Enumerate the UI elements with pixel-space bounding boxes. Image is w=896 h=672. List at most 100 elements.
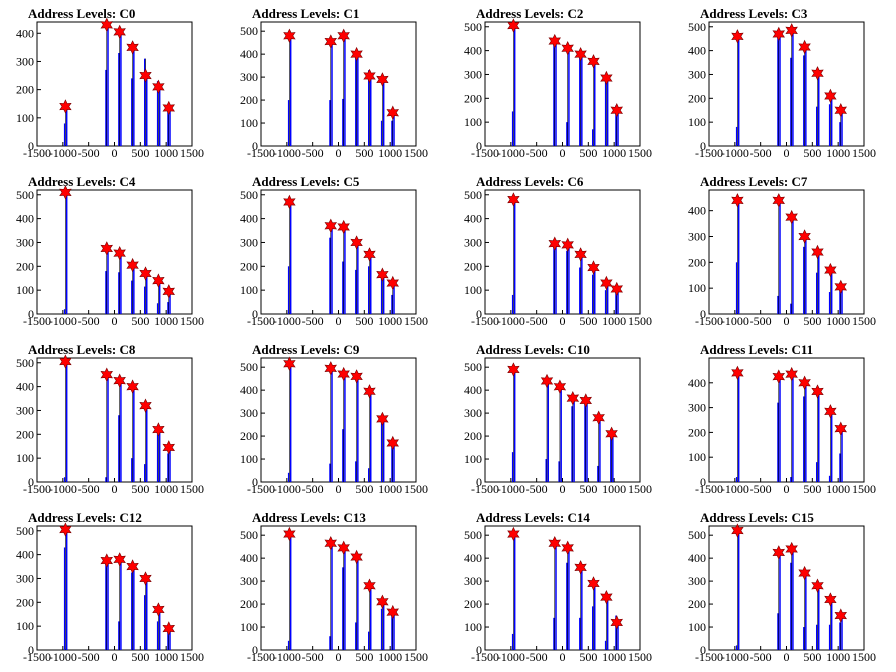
bar: [329, 237, 331, 314]
x-tick-label: 0: [560, 650, 566, 664]
y-tick-label: 500: [240, 24, 258, 38]
bar: [167, 302, 169, 314]
peak-marker: [162, 440, 176, 455]
bar: [555, 543, 557, 650]
peak-marker: [386, 604, 400, 620]
bar: [382, 79, 385, 146]
peak-marker: [350, 46, 363, 62]
x-tick-label: 0: [112, 650, 118, 664]
y-tick-label: 500: [464, 20, 482, 34]
bar: [344, 35, 346, 146]
chart-svg-c10: Address Levels: C10 0 100 200 300 400 500 -1500…: [464, 342, 652, 496]
x-tick-label: -500: [526, 482, 548, 496]
peak-marker: [337, 219, 350, 235]
bar: [133, 566, 135, 650]
bar: [107, 248, 109, 314]
y-tick-label: 300: [688, 401, 706, 415]
bar: [803, 246, 805, 314]
peak-marker: [772, 193, 786, 208]
bar: [592, 274, 594, 314]
peak-marker: [363, 68, 376, 84]
bar: [830, 270, 833, 314]
x-tick-label: -500: [526, 146, 548, 160]
y-tick-label: 400: [240, 47, 258, 61]
bar: [606, 283, 609, 314]
peak-marker: [152, 422, 165, 437]
y-tick-label: 300: [464, 67, 482, 81]
chart-title: Address Levels: C2: [476, 6, 583, 21]
peak-marker: [126, 379, 139, 394]
peak-marker: [139, 266, 152, 281]
x-tick-label: -500: [302, 482, 324, 496]
bar: [63, 309, 66, 314]
y-tick-label: 500: [240, 360, 258, 374]
bar: [331, 41, 333, 146]
chart-svg-c7: Address Levels: C7 0 100 200 300 400 -1500-100…: [688, 174, 876, 328]
bar: [617, 110, 619, 146]
x-tick-label: 0: [112, 482, 118, 496]
x-tick-label: -1000: [497, 650, 525, 664]
bar: [568, 48, 570, 146]
bar: [287, 640, 290, 650]
bar: [828, 104, 831, 146]
chart-panel-c11: Address Levels: C11 0 100 200 300 400 -1500 -10…: [672, 336, 896, 504]
y-tick-label: 100: [688, 115, 706, 129]
peak-marker: [100, 241, 114, 256]
bar: [393, 112, 395, 146]
bar: [133, 386, 135, 482]
chart-svg-c15: Address Levels: C15 0 100 200 300 400 500 -1500…: [688, 510, 876, 664]
x-tick-label: 500: [131, 650, 149, 664]
peak-marker: [548, 236, 562, 251]
peak-marker: [785, 366, 798, 382]
chart-panel-c13: Address Levels: C13 0 100 200 300 400 500 -1500…: [224, 504, 448, 672]
y-tick-label: 200: [464, 259, 482, 273]
y-tick-label: 300: [16, 235, 34, 249]
y-tick-label: 500: [464, 188, 482, 202]
chart-title: Address Levels: C4: [28, 174, 136, 189]
y-tick-label: 400: [464, 383, 482, 397]
bar: [331, 225, 333, 314]
y-tick-label: 200: [240, 429, 258, 443]
bar: [571, 406, 573, 482]
y-tick-label: 100: [16, 283, 34, 297]
bar: [169, 107, 171, 146]
peak-marker: [100, 17, 114, 32]
bar: [805, 382, 807, 482]
y-tick-label: 0: [28, 139, 34, 153]
peak-marker: [507, 362, 520, 377]
chart-panel-c7: Address Levels: C7 0 100 200 300 400 -1500 -100…: [672, 168, 896, 336]
bar: [606, 597, 609, 650]
y-tick-label: 300: [688, 574, 706, 588]
peak-marker: [350, 235, 363, 250]
bar: [792, 30, 794, 146]
bar: [105, 477, 107, 482]
bar: [594, 583, 596, 650]
peak-marker: [113, 246, 126, 261]
x-tick-label: 1000: [602, 314, 626, 328]
x-tick-label: 500: [803, 146, 821, 160]
y-tick-label: 200: [464, 429, 482, 443]
peak-marker: [579, 393, 593, 408]
chart-svg-c11: Address Levels: C11 0 100 200 300 400 -1500-10…: [688, 342, 876, 496]
x-tick-label: 1000: [826, 482, 850, 496]
bar: [120, 380, 122, 482]
y-tick-label: 200: [16, 595, 34, 609]
peak-marker: [574, 247, 587, 262]
y-tick-label: 0: [700, 307, 706, 321]
x-tick-label: -1500: [695, 146, 723, 160]
bar: [158, 280, 161, 314]
peak-marker: [548, 33, 562, 49]
peak-marker: [731, 523, 744, 538]
bar: [592, 606, 594, 650]
bar: [120, 253, 122, 314]
bar: [344, 374, 346, 482]
bar: [790, 303, 792, 314]
bar: [779, 376, 781, 482]
bar: [287, 472, 290, 482]
bar: [513, 199, 516, 314]
y-tick-label: 300: [464, 574, 482, 588]
y-tick-label: 200: [464, 597, 482, 611]
y-tick-label: 0: [252, 307, 258, 321]
y-tick-label: 500: [16, 356, 34, 370]
peak-marker: [162, 100, 176, 116]
